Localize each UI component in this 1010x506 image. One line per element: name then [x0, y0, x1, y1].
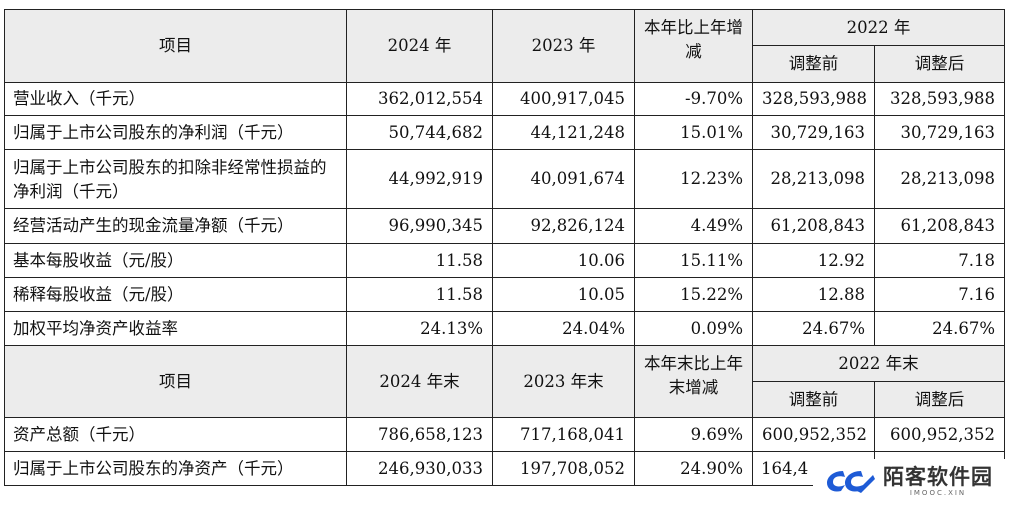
header-before-adjust: 调整前 — [752, 45, 875, 83]
row-label: 稀释每股收益（元/股） — [4, 277, 347, 312]
table-row: 归属于上市公司股东的净利润（千元） 50,744,682 44,121,248 … — [4, 115, 1005, 150]
cell-2024: 246,930,033 — [346, 451, 493, 486]
header-2024: 2024 年 — [346, 9, 493, 83]
cell-after: 28,213,098 — [874, 149, 1005, 209]
header-after-adjust: 调整后 — [874, 45, 1005, 83]
cell-before: 328,593,988 — [752, 82, 875, 116]
cell-after: 61,208,843 — [874, 208, 1005, 244]
cell-2024: 96,990,345 — [346, 208, 493, 244]
cell-before: 600,952,352 — [752, 417, 875, 452]
table-row: 加权平均净资产收益率 24.13% 24.04% 0.09% 24.67% 24… — [4, 311, 1005, 346]
header-item-2: 项目 — [4, 345, 347, 418]
cell-after: 7.18 — [874, 243, 1005, 278]
header-change-end: 本年末比上年末增减 — [634, 345, 753, 418]
header-2023-end: 2023 年末 — [492, 345, 635, 418]
cell-change: 15.11% — [634, 243, 753, 278]
row-label: 归属于上市公司股东的净资产（千元） — [4, 451, 347, 486]
cell-2023: 10.06 — [492, 243, 635, 278]
cell-2023: 44,121,248 — [492, 115, 635, 150]
cell-before: 28,213,098 — [752, 149, 875, 209]
cell-after: 30,729,163 — [874, 115, 1005, 150]
cell-change: 15.01% — [634, 115, 753, 150]
table-row: 归属于上市公司股东的扣除非经常性损益的净利润（千元） 44,992,919 40… — [4, 149, 1005, 209]
watermark-sub: IMOOC.XIN — [909, 488, 967, 497]
header-after-adjust-2: 调整后 — [874, 381, 1005, 418]
cell-change: 24.90% — [634, 451, 753, 486]
watermark-logo-icon — [827, 471, 875, 493]
row-label: 加权平均净资产收益率 — [4, 311, 347, 346]
cell-2024: 11.58 — [346, 243, 493, 278]
header-2023: 2023 年 — [492, 9, 635, 83]
cell-change: 12.23% — [634, 149, 753, 209]
header-before-adjust-2: 调整前 — [752, 381, 875, 418]
table-row: 资产总额（千元） 786,658,123 717,168,041 9.69% 6… — [4, 417, 1005, 452]
cell-change: 0.09% — [634, 311, 753, 346]
row-label: 归属于上市公司股东的扣除非经常性损益的净利润（千元） — [4, 149, 347, 209]
watermark-name: 陌客软件园 — [883, 464, 993, 489]
header-2024-end: 2024 年末 — [346, 345, 493, 418]
row-label: 归属于上市公司股东的净利润（千元） — [4, 115, 347, 150]
header-2022-end: 2022 年末 — [752, 345, 1005, 382]
cell-before: 12.88 — [752, 277, 875, 312]
cell-2023: 40,091,674 — [492, 149, 635, 209]
cell-2023: 197,708,052 — [492, 451, 635, 486]
cell-2023: 10.05 — [492, 277, 635, 312]
table-row: 基本每股收益（元/股） 11.58 10.06 15.11% 12.92 7.1… — [4, 243, 1005, 278]
table-row: 归属于上市公司股东的净资产（千元） 246,930,033 197,708,05… — [4, 451, 1005, 486]
cell-change: 15.22% — [634, 277, 753, 312]
cell-after: 600,952,352 — [874, 417, 1005, 452]
cell-2024: 362,012,554 — [346, 82, 493, 116]
cell-2024: 24.13% — [346, 311, 493, 346]
cell-2023: 717,168,041 — [492, 417, 635, 452]
cell-change: -9.70% — [634, 82, 753, 116]
header-item: 项目 — [4, 9, 347, 83]
header-2022: 2022 年 — [752, 9, 1005, 46]
cell-2024: 50,744,682 — [346, 115, 493, 150]
table-row: 经营活动产生的现金流量净额（千元） 96,990,345 92,826,124 … — [4, 208, 1005, 244]
cell-before: 24.67% — [752, 311, 875, 346]
row-label: 营业收入（千元） — [4, 82, 347, 116]
cell-before: 30,729,163 — [752, 115, 875, 150]
cell-after: 328,593,988 — [874, 82, 1005, 116]
cell-2024: 786,658,123 — [346, 417, 493, 452]
cell-after: 24.67% — [874, 311, 1005, 346]
table-row: 营业收入（千元） 362,012,554 400,917,045 -9.70% … — [4, 82, 1005, 116]
cell-2023: 92,826,124 — [492, 208, 635, 244]
cell-change: 9.69% — [634, 417, 753, 452]
header-change: 本年比上年增减 — [634, 9, 753, 83]
cell-after: 7.16 — [874, 277, 1005, 312]
financial-table: 项目 2024 年 2023 年 本年比上年增减 2022 年 调整前 调整后 … — [4, 9, 1005, 486]
cell-2024: 11.58 — [346, 277, 493, 312]
cell-2023: 400,917,045 — [492, 82, 635, 116]
row-label: 资产总额（千元） — [4, 417, 347, 452]
cell-before: 61,208,843 — [752, 208, 875, 244]
cell-2024: 44,992,919 — [346, 149, 493, 209]
table-row: 稀释每股收益（元/股） 11.58 10.05 15.22% 12.88 7.1… — [4, 277, 1005, 312]
cell-before: 12.92 — [752, 243, 875, 278]
watermark: 陌客软件园 IMOOC.XIN — [813, 459, 1010, 503]
cell-change: 4.49% — [634, 208, 753, 244]
row-label: 经营活动产生的现金流量净额（千元） — [4, 208, 347, 244]
cell-2023: 24.04% — [492, 311, 635, 346]
row-label: 基本每股收益（元/股） — [4, 243, 347, 278]
